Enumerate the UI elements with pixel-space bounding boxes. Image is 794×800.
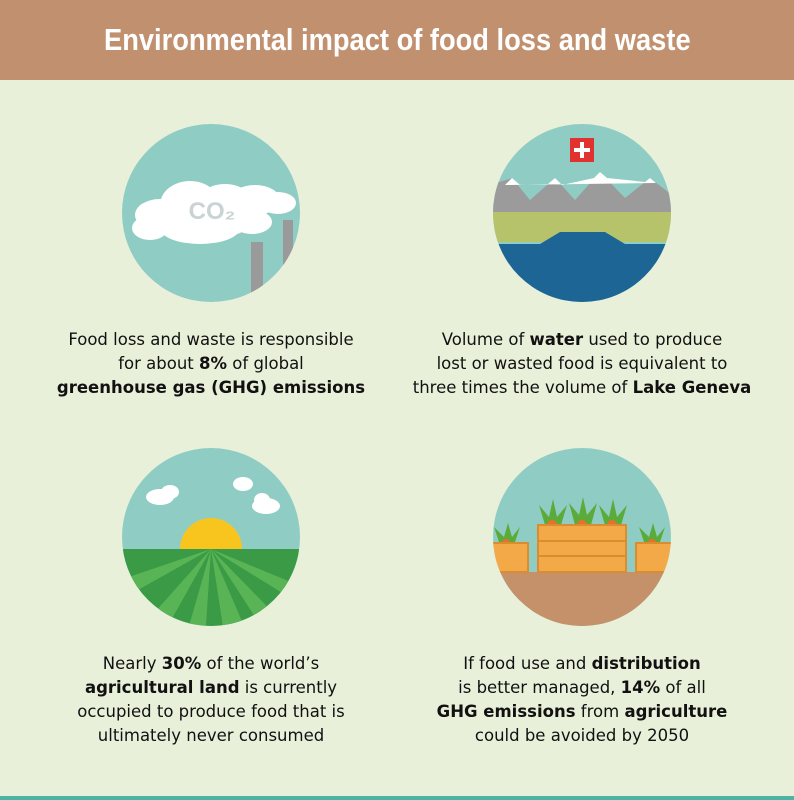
text: is better managed, [458,678,621,697]
text-line: ultimately never consumed [21,724,401,748]
title: Environmental impact of food loss and wa… [103,22,691,57]
text-line: is better managed, 14% of all [392,676,772,700]
bold-text: water [529,330,584,349]
text: occupied to produce food that is [77,702,345,721]
text-line: could be avoided by 2050 [392,724,772,748]
bold-text: Lake Geneva [632,378,752,397]
co2-label: CO₂ [189,198,236,225]
text-line: occupied to produce food that is [21,700,401,724]
crop-icon [493,448,671,626]
co2-icon: CO₂ [122,124,300,302]
bold-text: 14% [620,678,661,697]
text-line: three times the volume of Lake Geneva [392,376,772,400]
text-line: Volume of water used to produce [392,328,772,352]
text: three times the volume of [412,378,633,397]
text: from [575,702,625,721]
bold-text: distribution [591,654,701,673]
text-line: Nearly 30% of the world’s [21,652,401,676]
fact: If food use and distribution is better ma… [392,652,772,748]
header: Environmental impact of food loss and wa… [0,0,794,80]
text-line: for about 8% of global [21,352,401,376]
text: Food loss and waste is responsible [68,330,354,349]
text: is currently [239,678,338,697]
text: used to produce [583,330,723,349]
text: lost or wasted food is equivalent to [436,354,728,373]
footer-bar [0,796,794,800]
text: of all [660,678,706,697]
text: of the world’s [201,654,320,673]
bold-text: GHG emissions [436,702,576,721]
bold-text: 30% [161,654,202,673]
text: for about [118,354,200,373]
fact: Volume of water used to produce lost or w… [392,328,772,400]
text-line: lost or wasted food is equivalent to [392,352,772,376]
lake-icon [493,124,671,302]
text: ultimately never consumed [97,726,325,745]
text-line: greenhouse gas (GHG) emissions [21,376,401,400]
bold-text: agriculture [624,702,728,721]
text: Nearly [102,654,162,673]
fact: Nearly 30% of the world’s agricultural la… [21,652,401,748]
text-line: Food loss and waste is responsible [21,328,401,352]
text: could be avoided by 2050 [474,726,690,745]
land-icon [122,448,300,626]
bold-text: 8% [199,354,228,373]
text-line: GHG emissions from agriculture [392,700,772,724]
bold-text: agricultural land [84,678,240,697]
text: Volume of [441,330,530,349]
bold-text: greenhouse gas (GHG) emissions [56,378,366,397]
text-line: If food use and distribution [392,652,772,676]
text: of global [227,354,304,373]
text-line: agricultural land is currently [21,676,401,700]
fact: Food loss and waste is responsible for ab… [21,328,401,400]
text: If food use and [463,654,592,673]
